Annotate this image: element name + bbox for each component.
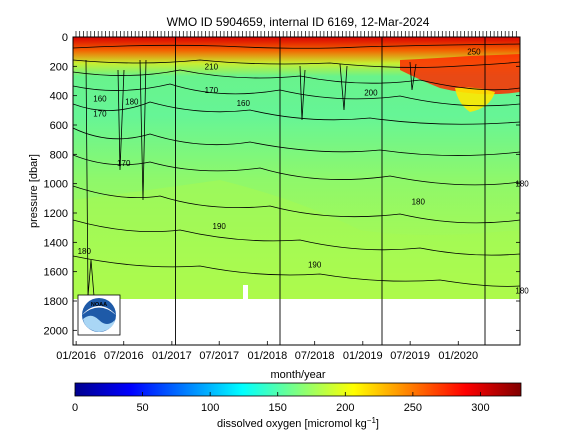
x-tick-label: 07/2019: [390, 350, 430, 362]
y-tick-label: 1800: [44, 296, 68, 308]
colorbar-tick-label: 150: [269, 402, 287, 414]
colorbar-label-main: dissolved oxygen [micromol kg: [217, 418, 367, 430]
y-tick-label: 600: [50, 120, 68, 132]
x-tick-label: 01/2019: [343, 350, 383, 362]
contour-label: 200: [364, 89, 378, 98]
contour-label: 170: [205, 86, 219, 95]
colorbar-gradient: [74, 382, 522, 397]
contour-label: 180: [515, 180, 529, 189]
contour-label: 190: [213, 222, 227, 231]
profile-tick-marks: [75, 31, 517, 37]
noaa-logo: NOAA: [77, 294, 121, 336]
y-axis-ticks: 0 200 400 600 800 1000 1200 1400 1600 1800 2000: [44, 32, 520, 337]
colorbar-ticks: 0 50 100 150 200 250 300: [72, 392, 490, 414]
contour-label: 160: [93, 95, 107, 104]
data-gap: [243, 285, 248, 299]
colorbar-label-exponent: −1: [367, 416, 377, 425]
colorbar-label-suffix: ]: [376, 418, 379, 430]
y-tick-label: 1400: [44, 237, 68, 249]
y-tick-label: 800: [50, 149, 68, 161]
colorbar-tick-label: 200: [336, 402, 354, 414]
noaa-logo-text: NOAA: [91, 302, 107, 308]
colorbar: 0 50 100 150 200 250 300 dissolved oxygen [mic…: [72, 382, 522, 430]
x-axis-label: month/year: [270, 369, 325, 381]
y-tick-label: 0: [62, 32, 68, 44]
colorbar-tick-label: 0: [72, 402, 78, 414]
x-tick-label: 01/2020: [438, 350, 478, 362]
x-tick-label: 07/2018: [295, 350, 335, 362]
colorbar-tick-label: 100: [201, 402, 219, 414]
contour-label: 160: [237, 99, 251, 108]
colorbar-label: dissolved oxygen [micromol kg−1]: [217, 416, 379, 430]
y-tick-label: 1000: [44, 179, 68, 191]
contour-lines: [73, 43, 520, 297]
colorbar-tick-label: 250: [404, 402, 422, 414]
contour-label: 190: [308, 260, 322, 269]
contour-label: 180: [515, 287, 529, 296]
chart-title: WMO ID 5904659, internal ID 6169, 12-Mar…: [167, 15, 430, 29]
contour-labels: 250 210 170 160 170 180 160 200 170 180 180 190 180 1…: [78, 48, 530, 296]
plot-area: 250 210 170 160 170 180 160 200 170 180 180 190 180 1…: [72, 31, 530, 346]
x-tick-label: 07/2017: [199, 350, 239, 362]
colorbar-tick-label: 50: [136, 402, 148, 414]
contour-label: 180: [125, 98, 139, 107]
deep-field-patch: [73, 180, 520, 299]
x-tick-label: 01/2017: [152, 350, 192, 362]
y-tick-label: 1200: [44, 208, 68, 220]
colorbar-tick-label: 300: [471, 402, 489, 414]
contour-label: 180: [412, 197, 426, 206]
y-tick-label: 200: [50, 61, 68, 73]
y-axis-label: pressure [dbar]: [28, 154, 40, 228]
y-tick-label: 1600: [44, 267, 68, 279]
contour-label: 170: [93, 109, 107, 118]
contour-label: 180: [78, 247, 92, 256]
contour-label: 250: [467, 48, 481, 57]
y-tick-label: 400: [50, 91, 68, 103]
deployment-lines: [175, 37, 486, 299]
plot-frame: [72, 36, 521, 346]
x-axis-ticks: 01/2016 07/2016 01/2017 07/2017 01/2018 07/20…: [56, 341, 478, 362]
contour-label: 170: [117, 159, 131, 168]
contour-label: 210: [205, 62, 219, 71]
y-tick-label: 2000: [44, 325, 68, 337]
x-tick-label: 07/2016: [104, 350, 144, 362]
x-tick-label: 01/2018: [247, 350, 287, 362]
x-tick-label: 01/2016: [56, 350, 96, 362]
